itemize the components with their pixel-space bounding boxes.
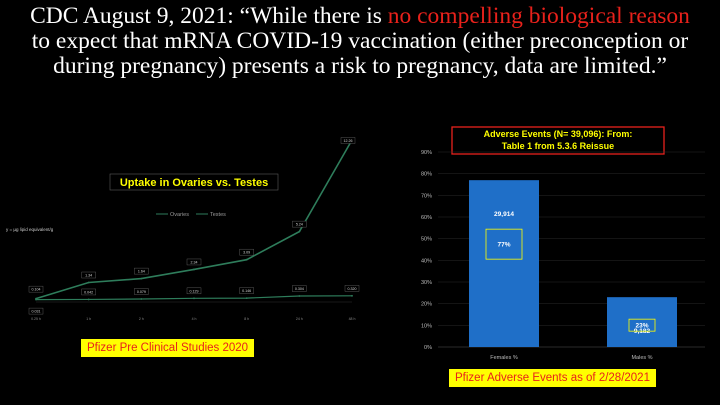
point-testes-4	[245, 297, 248, 299]
x-tick-5: 24 h	[296, 317, 303, 321]
data-label-ovaries-6: 12.26	[344, 139, 353, 143]
data-label-testes-6: 0.320	[348, 287, 357, 291]
data-label-box-testes-3	[186, 287, 202, 295]
data-label-testes-3: 0.129	[190, 289, 199, 293]
line-chart-title-box	[109, 173, 279, 191]
point-ovaries-2	[140, 277, 143, 280]
headline-part2: to expect that mRNA COVID-19 vaccination…	[31, 28, 689, 79]
bar-pct-label-0: 77%	[497, 242, 510, 249]
headline-red-phrase: no compelling biological reason	[387, 3, 690, 29]
data-label-box-ovaries-4	[239, 248, 254, 256]
data-label-box-testes-2	[134, 288, 149, 295]
y-tick-5: 50%	[421, 237, 432, 243]
y-tick-9: 90%	[421, 150, 432, 156]
point-testes-0	[35, 298, 37, 301]
x-tick-1: 1 h	[86, 317, 91, 321]
y-tick-4: 40%	[421, 258, 432, 264]
data-label-box-testes-5	[292, 285, 307, 292]
data-label-box-ovaries-2	[134, 267, 149, 275]
bar-count-label-0: 29,914	[494, 211, 514, 218]
data-label-ovaries-2: 1.64	[138, 270, 145, 274]
x-tick-0: 0.25 h	[31, 317, 41, 321]
headline: CDC August 9, 2021: “While there is no c…	[20, 4, 700, 79]
point-testes-6	[351, 294, 353, 297]
data-label-box-ovaries-3	[186, 258, 202, 266]
bar-chart-title-line1: Adverse Events (N= 39,096): From:	[484, 129, 633, 139]
point-ovaries-1	[87, 281, 90, 284]
bar-pct-label-1: 23%	[635, 323, 648, 330]
ovaries-testes-line-chart: Uptake in Ovaries vs. Testes Ovaries Teste…	[6, 137, 360, 321]
data-label-box-ovaries-1	[81, 271, 96, 279]
data-label-ovaries-4: 3.09	[243, 251, 250, 255]
bar-count-label-1: 9,182	[634, 328, 651, 335]
line-chart-unit-note: y = µg lipid equivalent/g	[6, 227, 54, 232]
data-label-box-testes-4	[239, 287, 254, 294]
data-label-testes-1: 0.042	[84, 290, 93, 294]
point-testes-3	[193, 297, 195, 300]
adverse-events-bar-chart: Adverse Events (N= 39,096): From: Table 1…	[421, 126, 705, 361]
data-label-box-ovaries-0	[28, 285, 44, 293]
data-label-testes-5: 0.304	[295, 287, 304, 291]
data-label-box-testes-0	[28, 307, 44, 315]
y-tick-0: 0%	[424, 345, 432, 351]
point-ovaries-4	[245, 258, 248, 261]
data-label-ovaries-0: 0.104	[32, 288, 41, 292]
point-testes-5	[298, 295, 301, 297]
bar-chart-title-box	[451, 126, 665, 155]
data-label-box-testes-1	[81, 288, 96, 296]
bar-chart-title-line2: Table 1 from 5.3.6 Reissue	[502, 141, 614, 151]
point-testes-1	[87, 298, 90, 301]
data-label-box-testes-6	[344, 285, 360, 292]
legend-label-ovaries: Ovaries	[170, 212, 189, 218]
data-label-testes-2: 0.079	[137, 290, 146, 294]
line-chart-title: Uptake in Ovaries vs. Testes	[120, 177, 268, 189]
data-label-ovaries-3: 2.34	[191, 260, 198, 264]
bar-pct-box-0	[485, 228, 523, 260]
data-label-testes-0: 0.031	[32, 310, 41, 314]
point-testes-2	[140, 298, 143, 300]
y-tick-8: 80%	[421, 172, 432, 178]
bar-pct-box-1	[628, 318, 656, 332]
y-tick-3: 30%	[421, 280, 432, 286]
point-ovaries-5	[298, 230, 301, 233]
bar-males-	[607, 297, 677, 347]
y-tick-2: 20%	[421, 302, 432, 308]
bar-females-	[469, 180, 539, 347]
data-label-ovaries-5: 5.24	[296, 223, 303, 227]
y-tick-7: 70%	[421, 193, 432, 199]
data-label-ovaries-1: 1.34	[85, 274, 92, 278]
y-tick-6: 60%	[421, 215, 432, 221]
x-category-1: Males %	[631, 355, 652, 361]
caption-adverse-events: Pfizer Adverse Events as of 2/28/2021	[449, 369, 656, 387]
x-category-0: Females %	[490, 355, 518, 361]
data-label-testes-4: 0.146	[242, 289, 251, 293]
y-tick-1: 10%	[421, 323, 432, 329]
data-label-box-ovaries-5	[292, 220, 307, 228]
caption-preclinical: Pfizer Pre Clinical Studies 2020	[81, 339, 255, 357]
point-ovaries-3	[193, 268, 195, 271]
x-tick-6: 48 h	[349, 317, 356, 321]
legend-label-testes: Testes	[210, 212, 226, 218]
x-tick-4: 8 h	[244, 317, 249, 321]
data-label-box-ovaries-6	[340, 137, 356, 144]
headline-part1: CDC August 9, 2021: “While there is	[30, 3, 388, 29]
x-tick-3: 4 h	[192, 317, 197, 321]
x-tick-2: 2 h	[139, 317, 144, 321]
